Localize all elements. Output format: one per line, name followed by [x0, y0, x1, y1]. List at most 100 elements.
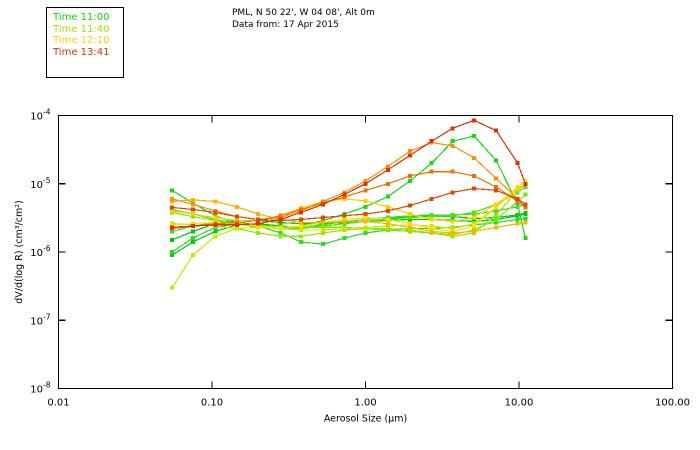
series-marker [523, 211, 528, 216]
x-tick-label: 0.01 [47, 398, 69, 409]
series-marker [363, 198, 368, 203]
series-marker [494, 202, 499, 207]
series-marker [363, 178, 368, 183]
series-marker [256, 221, 261, 226]
series-marker [450, 213, 455, 218]
series-marker [450, 234, 455, 239]
series-marker [385, 164, 390, 169]
series-marker [213, 218, 218, 223]
series-marker [321, 228, 326, 233]
series-marker [515, 199, 520, 204]
series-line [171, 183, 526, 289]
series-marker [450, 230, 455, 235]
series-marker [278, 213, 283, 218]
legend-entry-3: Time 13:41 [53, 46, 110, 58]
series-marker [321, 215, 326, 220]
y-tick-label: 10-8 [30, 381, 50, 396]
series-marker [450, 190, 455, 195]
series-line [172, 119, 526, 228]
series-marker [450, 139, 455, 144]
series-marker [385, 167, 390, 172]
series-marker [213, 229, 218, 234]
series-marker [363, 188, 368, 193]
series-marker [256, 212, 261, 217]
series-marker [299, 217, 303, 222]
series-marker [523, 220, 528, 225]
series-marker [429, 229, 434, 234]
series-marker [190, 212, 195, 217]
series-marker [494, 128, 499, 133]
series-marker [234, 220, 239, 225]
series-marker [234, 218, 239, 223]
series-marker [299, 210, 303, 215]
series-marker [385, 208, 390, 213]
series-marker [234, 222, 239, 227]
series-line [172, 187, 526, 222]
series-marker [278, 220, 283, 225]
series-marker [429, 161, 434, 166]
series-marker [213, 234, 218, 239]
series-marker [472, 186, 477, 191]
series-marker [494, 220, 499, 225]
series-marker [213, 222, 218, 227]
series-marker [190, 207, 195, 212]
series-marker [523, 236, 528, 241]
series-marker [190, 224, 195, 229]
series-marker [494, 184, 499, 189]
legend-box: Time 11:00 Time 11:40 Time 12:10 Time 13… [46, 7, 124, 78]
series-marker [170, 188, 175, 193]
series-marker [170, 285, 175, 290]
series-marker [385, 217, 390, 222]
series-marker [494, 176, 499, 181]
series-marker [472, 134, 477, 139]
series-marker [515, 204, 520, 209]
series-line [171, 142, 526, 221]
series-marker [515, 212, 520, 217]
series-marker [515, 202, 520, 207]
series-marker [363, 181, 368, 186]
series-marker [278, 217, 283, 222]
series-marker [342, 236, 347, 241]
series-marker [429, 214, 434, 219]
series-marker [408, 215, 413, 220]
series-marker [450, 219, 455, 224]
series-marker [213, 199, 218, 204]
series-marker [472, 215, 477, 220]
series-marker [408, 228, 413, 233]
series-marker [385, 194, 390, 199]
series-line [172, 183, 526, 237]
data-series [170, 140, 528, 222]
series-line [172, 183, 526, 223]
series-marker [321, 220, 326, 225]
series-marker [190, 229, 195, 234]
x-tick-label: 0.10 [201, 398, 223, 409]
series-marker [190, 253, 195, 258]
series-marker [515, 186, 520, 191]
series-marker [363, 225, 368, 230]
title-line-location: PML, N 50 22', W 04 08', Alt 0m [232, 8, 375, 18]
series-marker [299, 228, 303, 233]
series-marker [342, 217, 347, 222]
data-series [170, 181, 528, 290]
x-tick-label: 10.00 [505, 398, 534, 409]
series-marker [385, 221, 390, 226]
series-marker [299, 224, 303, 229]
series-marker [256, 230, 261, 235]
series-marker [515, 196, 520, 201]
series-marker [472, 210, 477, 215]
series-marker [234, 214, 239, 219]
series-marker [523, 205, 528, 210]
series-marker [450, 126, 455, 131]
y-tick-label: 10-7 [30, 312, 50, 327]
series-marker [429, 169, 434, 174]
data-series-group [170, 118, 528, 290]
chart-title-block: PML, N 50 22', W 04 08', Alt 0m Data fro… [232, 7, 375, 31]
series-marker [363, 219, 368, 224]
series-marker [363, 212, 368, 217]
series-marker [342, 213, 347, 218]
series-marker [472, 155, 477, 160]
series-marker [342, 226, 347, 231]
series-marker [472, 173, 477, 178]
series-marker [408, 173, 413, 178]
